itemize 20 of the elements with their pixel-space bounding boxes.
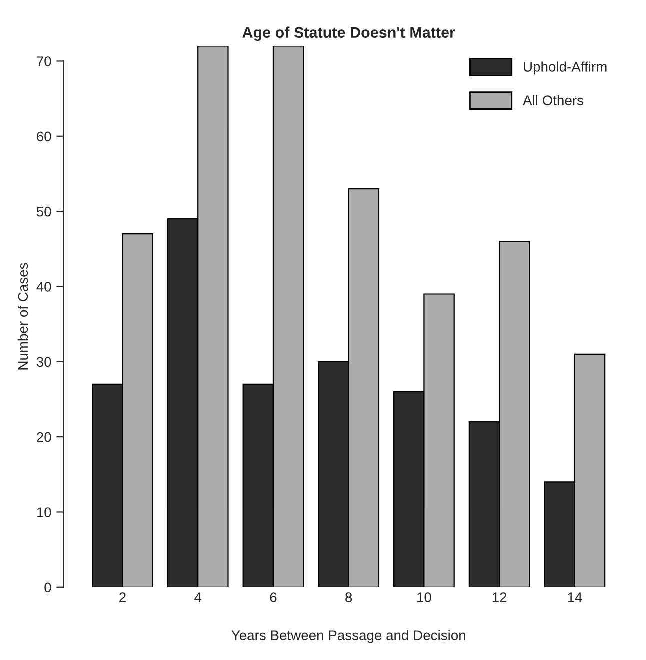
x-tick-label: 2 [120,592,126,602]
y-tick-label: 20 [37,432,52,442]
y-tick-label: 70 [37,56,52,66]
y-tick-label: 0 [44,582,52,593]
y-tick-label: 10 [37,508,52,518]
x-tick-label: 12 [492,592,507,602]
x-tick-label: 6 [270,592,277,602]
x-axis-title: Years Between Passage and Decision [232,630,466,644]
y-axis-title: Number of Cases [18,263,28,370]
y-tick-label: 30 [36,357,52,368]
legend-label: All Others [523,95,584,106]
x-tick-label: 8 [346,592,352,602]
x-tick-label: 4 [194,592,202,602]
y-tick-label: 50 [36,206,52,217]
chart-title: Age of Statute Doesn't Matter [242,26,456,42]
y-tick-label: 60 [37,132,52,142]
x-tick-label: 10 [418,592,432,602]
x-tick-label: 14 [568,592,582,602]
y-tick-label: 40 [36,282,52,292]
legend-label: Uphold-Affirm [524,62,607,75]
